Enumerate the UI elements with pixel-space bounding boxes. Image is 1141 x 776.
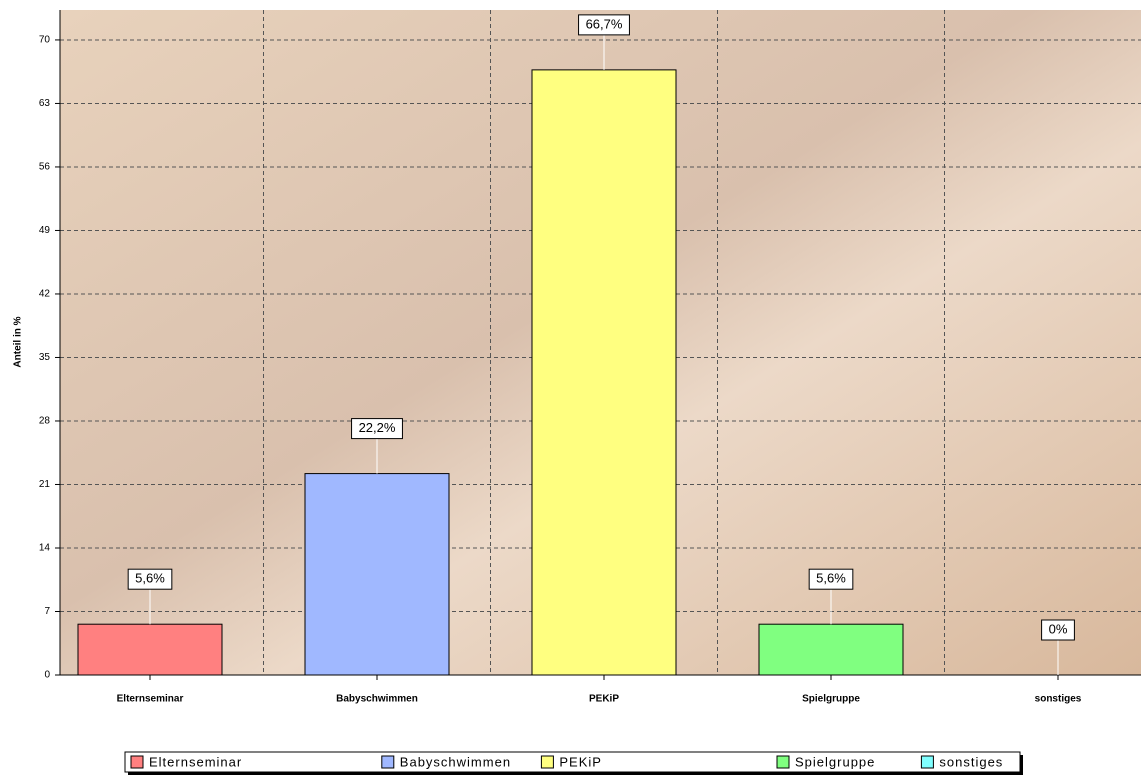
y-tick-label: 14	[39, 543, 51, 554]
y-tick-label: 56	[39, 162, 51, 173]
legend-swatch	[131, 756, 143, 768]
y-tick-label: 70	[39, 35, 51, 46]
x-tick-label: Elternseminar	[117, 694, 184, 705]
legend-label: Elternseminar	[149, 754, 242, 769]
value-label: 66,7%	[586, 16, 623, 31]
y-tick-label: 0	[44, 670, 50, 681]
legend-swatch	[382, 756, 394, 768]
y-tick-label: 49	[39, 225, 51, 236]
x-tick-label: Spielgruppe	[802, 694, 860, 705]
legend-label: PEKiP	[559, 754, 602, 769]
bar	[759, 624, 903, 675]
y-tick-label: 7	[44, 606, 50, 617]
x-tick-label: sonstiges	[1035, 694, 1082, 705]
x-tick-label: PEKiP	[589, 694, 619, 705]
y-tick-label: 63	[39, 98, 51, 109]
y-tick-label: 28	[39, 416, 51, 427]
bar	[532, 70, 676, 675]
value-label: 5,6%	[816, 571, 846, 586]
y-tick-label: 42	[39, 289, 51, 300]
bar	[78, 624, 222, 675]
value-label: 0%	[1049, 621, 1068, 636]
legend-label: Babyschwimmen	[400, 754, 511, 769]
legend-label: Spielgruppe	[795, 754, 875, 769]
chart: Anteil in % 0 7 14 21 28 35 42 49 56 63 70 Elternse…	[0, 0, 1141, 776]
y-tick-label: 35	[39, 352, 51, 363]
bar	[305, 474, 449, 675]
value-label: 22,2%	[359, 420, 396, 435]
legend-swatch	[541, 756, 553, 768]
legend-label: sonstiges	[939, 754, 1003, 769]
legend-swatch	[777, 756, 789, 768]
y-tick-label: 21	[39, 479, 51, 490]
x-tick-label: Babyschwimmen	[336, 694, 418, 705]
value-label: 5,6%	[135, 571, 165, 586]
legend-swatch	[921, 756, 933, 768]
y-axis-label: Anteil in %	[13, 316, 24, 367]
